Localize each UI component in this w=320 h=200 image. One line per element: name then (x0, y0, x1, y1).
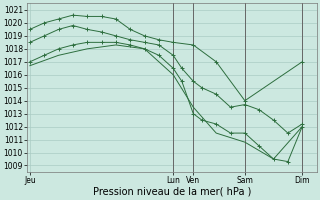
X-axis label: Pression niveau de la mer( hPa ): Pression niveau de la mer( hPa ) (92, 187, 251, 197)
